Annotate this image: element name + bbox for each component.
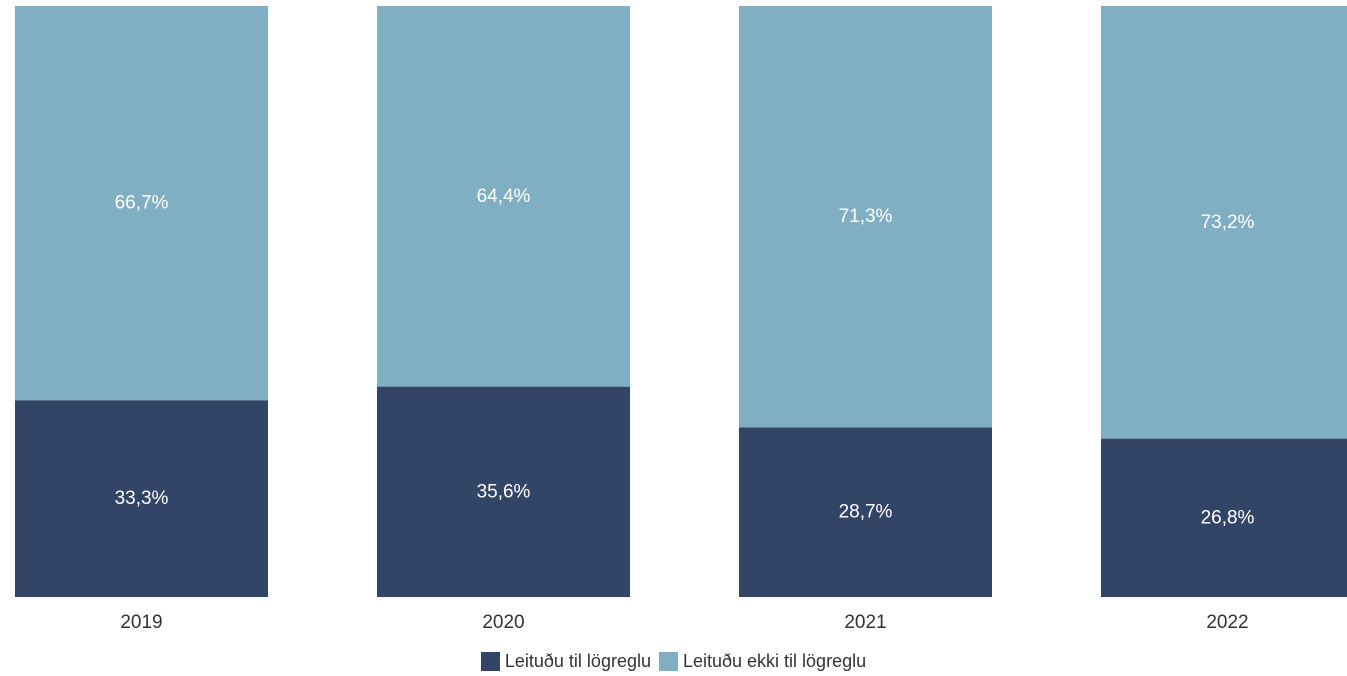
bar-segment-2020-not-reported[interactable] [377, 6, 630, 387]
data-label-2020-reported: 35,6% [477, 481, 531, 502]
data-label-2019-not-reported: 66,7% [115, 193, 169, 214]
legend-item-not-reported[interactable]: Leituðu ekki til lögreglu [658, 650, 867, 672]
bar-segment-2021-reported[interactable] [739, 427, 992, 597]
bar-segment-2019-not-reported[interactable] [15, 6, 268, 401]
data-label-2020-not-reported: 64,4% [477, 186, 531, 207]
data-label-2022-not-reported: 73,2% [1201, 212, 1255, 233]
legend-label-reported: Leituðu til lögreglu [504, 650, 651, 671]
x-tick-label-2021: 2021 [844, 612, 886, 633]
x-tick-label-2020: 2020 [482, 612, 524, 633]
stacked-bar-chart: 33,3% 66,7% 2019 35,6% 64,4% 2020 28,7% 71,3% 20… [15, 6, 1347, 633]
legend: Leituðu til lögreglu Leituðu ekki til lö… [0, 648, 1347, 674]
data-label-2021-not-reported: 71,3% [839, 206, 893, 227]
data-label-2022-reported: 26,8% [1201, 507, 1255, 528]
legend-swatch-not-reported [658, 651, 678, 671]
data-label-2019-reported: 33,3% [115, 488, 169, 509]
x-tick-label-2019: 2019 [120, 612, 162, 633]
bar-segment-2019-reported[interactable] [15, 400, 268, 597]
bar-segment-2020-reported[interactable] [377, 386, 630, 597]
bar-segment-2022-not-reported[interactable] [1101, 6, 1347, 439]
bar-segment-2021-not-reported[interactable] [739, 6, 992, 428]
data-label-2021-reported: 28,7% [839, 502, 893, 523]
bar-segment-2022-reported[interactable] [1101, 438, 1347, 597]
legend-item-reported[interactable]: Leituðu til lögreglu [480, 650, 651, 672]
legend-swatch-reported [480, 651, 500, 671]
legend-label-not-reported: Leituðu ekki til lögreglu [682, 650, 867, 671]
x-tick-label-2022: 2022 [1206, 612, 1248, 633]
